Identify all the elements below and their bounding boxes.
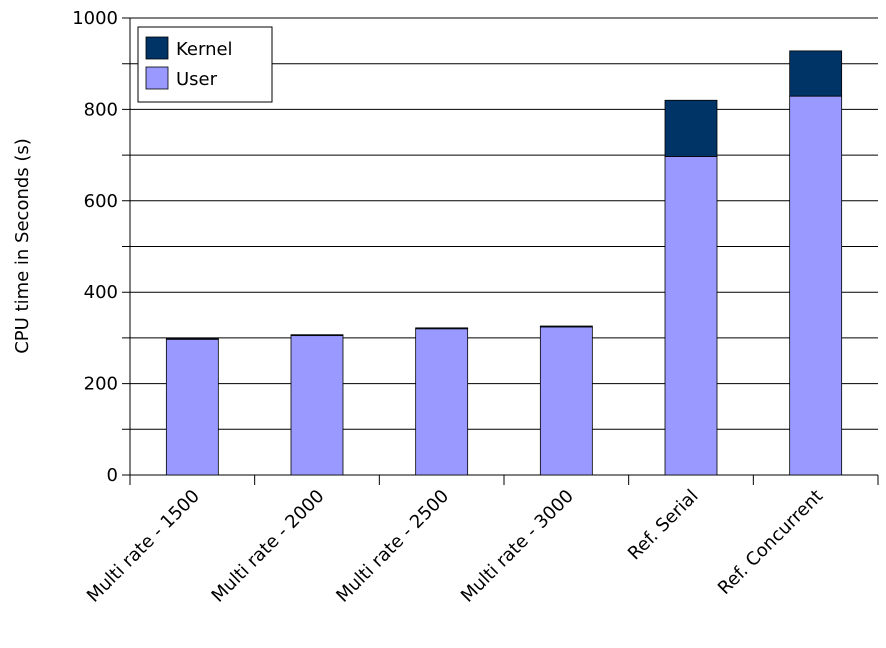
legend-swatch	[145, 66, 169, 90]
y-tick-label: 200	[84, 374, 118, 395]
bar-segment	[165, 337, 219, 340]
bar-segment	[290, 335, 344, 476]
x-tick-label: Multi rate - 2500	[332, 486, 453, 607]
x-tick-label: Multi rate - 3000	[457, 486, 578, 607]
bar-segment	[789, 95, 843, 476]
bar-segment	[789, 50, 843, 97]
x-tick-label: Ref. Serial	[624, 486, 703, 565]
legend-label: Kernel	[176, 39, 233, 60]
bar-segment	[664, 99, 718, 157]
y-tick-label: 400	[84, 282, 118, 303]
bar-segment	[415, 327, 469, 330]
y-axis-label: CPU time in Seconds (s)	[12, 138, 33, 354]
bar-segment	[290, 334, 344, 337]
bar-segment	[539, 326, 593, 476]
bar-segment	[539, 325, 593, 328]
y-tick-label: 0	[107, 465, 118, 486]
y-tick-label: 800	[84, 99, 118, 120]
y-tick-label: 1000	[72, 8, 118, 29]
legend-label: User	[176, 69, 218, 90]
bar-segment	[165, 338, 219, 476]
x-tick-label: Multi rate - 1500	[83, 486, 204, 607]
bar-segment	[415, 328, 469, 476]
legend-swatch	[145, 36, 169, 60]
y-tick-label: 600	[84, 191, 118, 212]
bar-segment	[664, 156, 718, 476]
x-tick-label: Ref. Concurrent	[714, 486, 827, 599]
x-tick-label: Multi rate - 2000	[208, 486, 329, 607]
